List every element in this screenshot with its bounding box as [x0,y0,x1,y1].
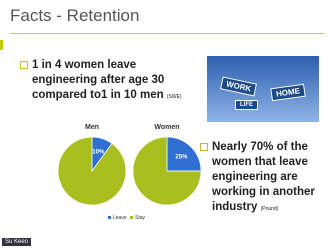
logo: Su Keen [2,238,31,246]
legend-swatch [130,216,133,219]
slide: Facts - Retention 1 in 4 women leave eng… [0,0,331,249]
charts: Men 10% Women 25% Leave Stay [0,0,331,249]
legend-label: Stay [135,215,146,221]
pie-slice [58,137,126,205]
data-label: 25% [175,155,188,161]
legend-label: Leave [113,215,127,221]
data-label: 10% [92,150,105,156]
chart-title: Men [85,124,99,131]
chart-title: Women [154,124,179,131]
legend-swatch [108,216,111,219]
